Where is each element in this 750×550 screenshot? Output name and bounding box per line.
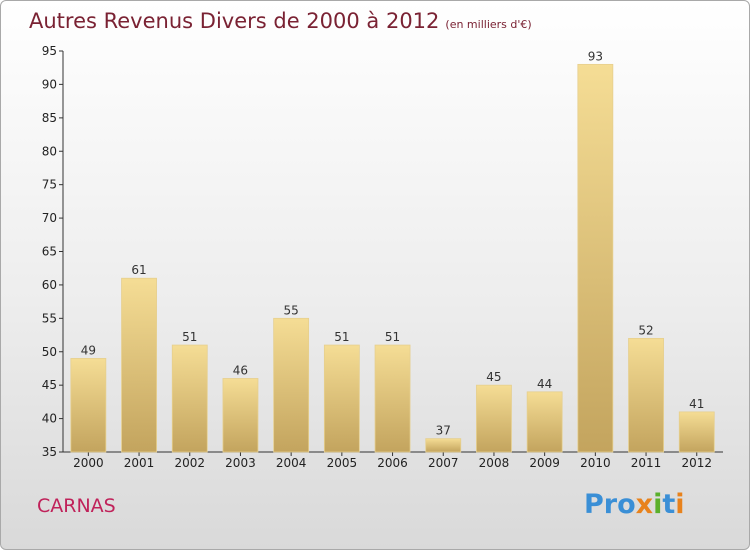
bar-2009 <box>526 391 563 453</box>
data-label-2000: 49 <box>81 343 96 357</box>
y-tick-label: 45 <box>42 378 57 392</box>
x-tick-label-2012: 2012 <box>681 456 712 470</box>
bar-2001 <box>121 277 157 453</box>
x-tick-label-2000: 2000 <box>73 456 104 470</box>
bar-2008 <box>476 384 512 453</box>
x-tick-label-2009: 2009 <box>529 456 560 470</box>
x-tick-label-2002: 2002 <box>174 456 205 470</box>
bar-2010 <box>577 63 614 453</box>
bar-2002 <box>171 344 208 453</box>
commune-name: CARNAS <box>37 495 116 517</box>
x-tick-label-2004: 2004 <box>276 456 307 470</box>
logo-letter: i <box>675 489 685 520</box>
logo-letter: Pro <box>584 489 636 520</box>
x-tick-label-2006: 2006 <box>377 456 408 470</box>
y-tick-label: 35 <box>42 445 57 459</box>
data-label-2012: 41 <box>689 397 704 411</box>
y-tick-label: 80 <box>42 144 57 158</box>
chart-title-text: Autres Revenus Divers de 2000 à 2012 <box>29 9 440 33</box>
bar-2005 <box>323 344 360 453</box>
data-label-2003: 46 <box>233 363 248 377</box>
y-tick-label: 90 <box>42 77 57 91</box>
bar-2007 <box>425 438 462 453</box>
logo-letter: x <box>635 489 654 520</box>
y-tick-label: 70 <box>42 211 57 225</box>
x-tick-label-2003: 2003 <box>225 456 256 470</box>
data-label-2002: 51 <box>182 330 197 344</box>
chart-title: Autres Revenus Divers de 2000 à 2012 (en … <box>29 9 532 33</box>
logo-letter: t <box>662 489 676 520</box>
y-tick-label: 85 <box>42 111 57 125</box>
bar-2003 <box>222 378 259 453</box>
data-label-2010: 93 <box>588 49 603 63</box>
bar-2011 <box>628 337 664 453</box>
data-label-2009: 44 <box>537 377 552 391</box>
data-label-2007: 37 <box>436 424 451 438</box>
data-label-2004: 55 <box>284 303 299 317</box>
x-tick-label-2010: 2010 <box>580 456 611 470</box>
data-label-2008: 45 <box>486 370 501 384</box>
y-tick-label: 50 <box>42 345 57 359</box>
x-tick-label-2011: 2011 <box>631 456 662 470</box>
y-tick-label: 60 <box>42 278 57 292</box>
chart-unit: (en milliers d'€) <box>445 18 532 31</box>
bar-2012 <box>678 411 715 453</box>
data-label-2006: 51 <box>385 330 400 344</box>
x-tick-label-2008: 2008 <box>479 456 510 470</box>
x-tick-label-2005: 2005 <box>327 456 358 470</box>
logo-letter: i <box>653 489 663 520</box>
x-tick-label-2007: 2007 <box>428 456 459 470</box>
data-label-2005: 51 <box>334 330 349 344</box>
bar-2006 <box>374 344 411 453</box>
bar-2004 <box>273 317 310 453</box>
y-tick-label: 75 <box>42 178 57 192</box>
y-tick-label: 65 <box>42 245 57 259</box>
x-tick-label-2001: 2001 <box>124 456 155 470</box>
data-label-2011: 52 <box>638 323 653 337</box>
y-tick-label: 40 <box>42 412 57 426</box>
y-tick-label: 95 <box>42 44 57 58</box>
bar-2000 <box>70 358 107 453</box>
y-tick-label: 55 <box>42 311 57 325</box>
data-label-2001: 61 <box>131 263 146 277</box>
proxiti-logo: Proxiti <box>584 489 685 520</box>
